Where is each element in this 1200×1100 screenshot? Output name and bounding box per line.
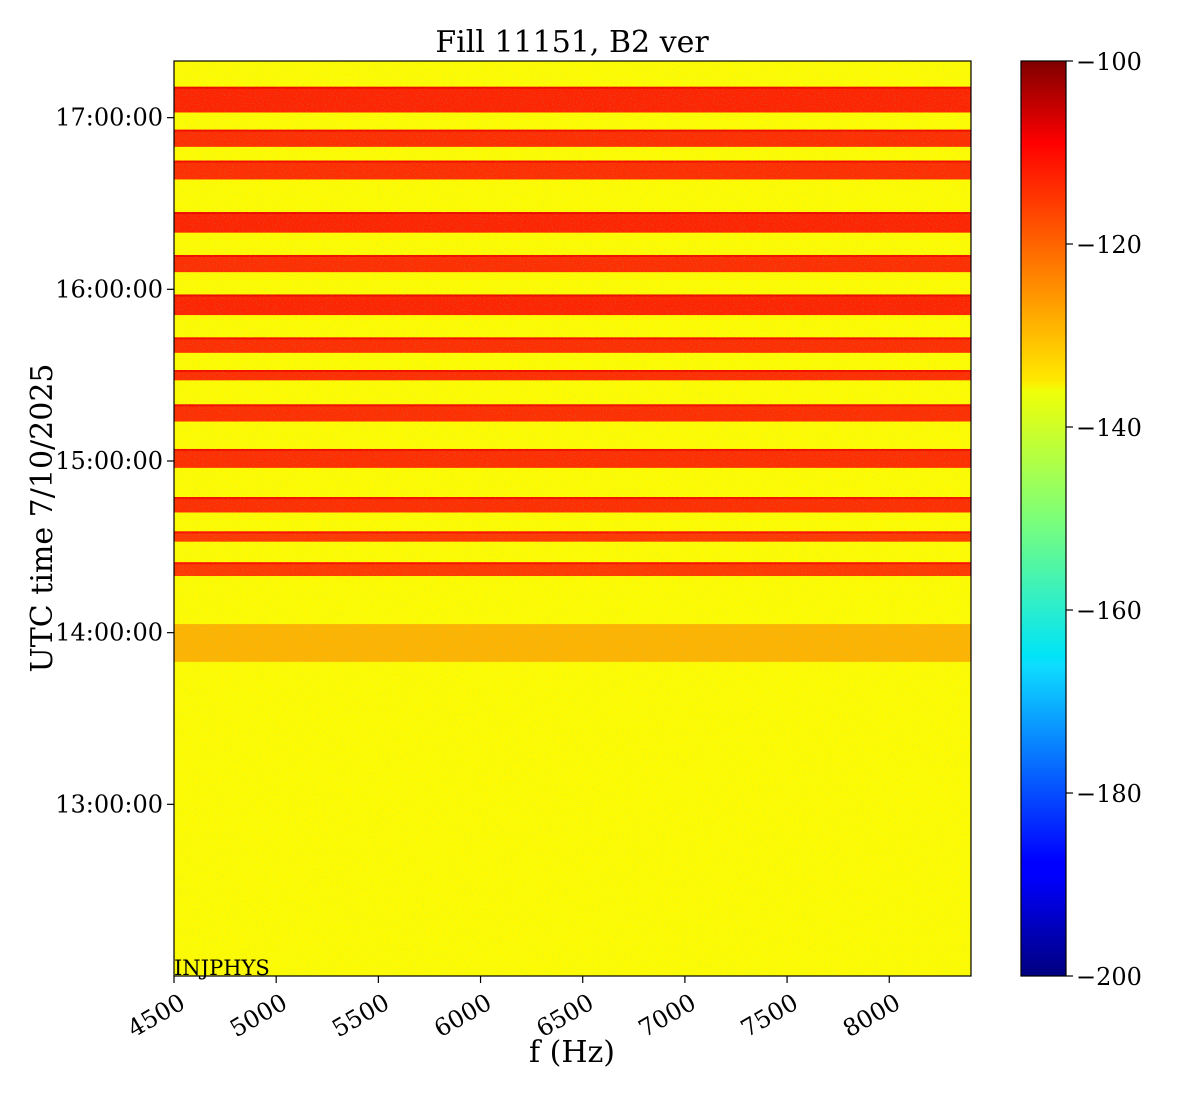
colorbar-tick-label-5: −200 xyxy=(1076,963,1142,991)
colorbar-gradient xyxy=(1020,60,1067,977)
plot-frame xyxy=(173,60,972,977)
x-tick-label-1: 5000 xyxy=(225,988,292,1043)
y-tick-label-1: 14:00:00 xyxy=(55,619,163,647)
chart-title: Fill 11151, B2 ver xyxy=(435,25,709,60)
x-axis: 4500 5000 5500 6000 6500 7000 7500 8000 xyxy=(123,976,905,1043)
x-axis-label: f (Hz) xyxy=(529,1035,615,1070)
colorbar-tick-label-4: −180 xyxy=(1076,780,1142,808)
y-tick-label-4: 17:00:00 xyxy=(55,104,163,132)
x-tick-label-7: 8000 xyxy=(838,988,905,1043)
colorbar-tick-label-0: −100 xyxy=(1076,48,1142,76)
y-axis-label: UTC time 7/10/2025 xyxy=(25,364,60,673)
x-tick-label-2: 5500 xyxy=(327,988,394,1043)
colorbar-ticks: −100 −120 −140 −160 −180 −200 xyxy=(1066,48,1142,991)
x-tick-label-0: 4500 xyxy=(123,988,190,1043)
y-tick-label-2: 15:00:00 xyxy=(55,447,163,475)
x-tick-label-3: 6000 xyxy=(429,988,496,1043)
y-tick-label-3: 16:00:00 xyxy=(55,275,163,303)
mode-label: INJPHYS xyxy=(174,956,270,980)
y-axis: 13:00:00 14:00:00 15:00:00 16:00:00 17:00:00 xyxy=(55,104,174,818)
colorbar-tick-label-1: −120 xyxy=(1076,231,1142,259)
colorbar-tick-label-3: −160 xyxy=(1076,597,1142,625)
x-tick-label-5: 7000 xyxy=(634,988,701,1043)
x-tick-label-6: 7500 xyxy=(736,988,803,1043)
plot-area: INJPHYS xyxy=(173,60,972,980)
heatmap-noise-texture xyxy=(174,61,971,976)
colorbar-tick-label-2: −140 xyxy=(1076,414,1142,442)
y-tick-label-0: 13:00:00 xyxy=(55,790,163,818)
colorbar: −100 −120 −140 −160 −180 −200 xyxy=(1020,48,1142,991)
